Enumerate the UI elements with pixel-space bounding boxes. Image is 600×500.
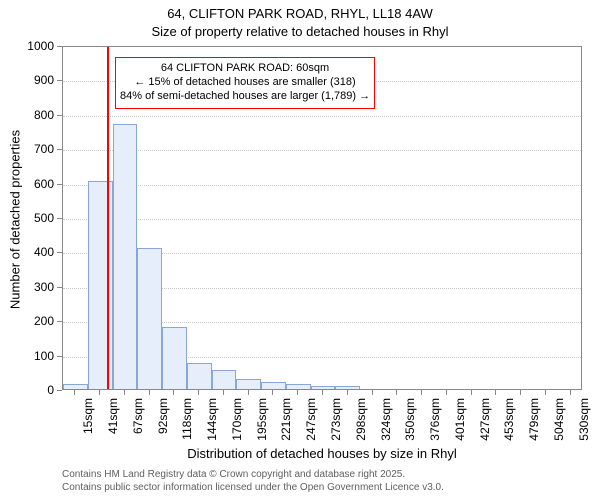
x-tick-label: 479sqm bbox=[527, 398, 541, 458]
y-tick-mark bbox=[57, 390, 62, 391]
x-tick-mark bbox=[520, 390, 521, 395]
x-tick-mark bbox=[198, 390, 199, 395]
histogram-bar bbox=[113, 124, 138, 389]
histogram-bar bbox=[311, 386, 336, 389]
histogram-bar bbox=[236, 379, 261, 389]
annotation-box: 64 CLIFTON PARK ROAD: 60sqm← 15% of deta… bbox=[115, 57, 375, 108]
y-tick-label: 500 bbox=[14, 211, 54, 225]
x-tick-mark bbox=[396, 390, 397, 395]
x-tick-mark bbox=[272, 390, 273, 395]
y-tick-mark bbox=[57, 287, 62, 288]
histogram-bar bbox=[261, 382, 286, 389]
histogram-bar bbox=[137, 248, 162, 389]
histogram-bar bbox=[162, 327, 187, 389]
y-tick-label: 800 bbox=[14, 108, 54, 122]
x-tick-mark bbox=[372, 390, 373, 395]
gridline bbox=[63, 150, 581, 151]
x-tick-mark bbox=[297, 390, 298, 395]
y-tick-mark bbox=[57, 321, 62, 322]
x-tick-label: 530sqm bbox=[577, 398, 591, 458]
y-tick-mark bbox=[57, 218, 62, 219]
x-tick-mark bbox=[421, 390, 422, 395]
x-tick-mark bbox=[149, 390, 150, 395]
annotation-line: 84% of semi-detached houses are larger (… bbox=[120, 90, 370, 104]
y-tick-label: 200 bbox=[14, 314, 54, 328]
x-tick-mark bbox=[545, 390, 546, 395]
x-tick-mark bbox=[347, 390, 348, 395]
y-tick-label: 600 bbox=[14, 177, 54, 191]
x-tick-label: 221sqm bbox=[279, 398, 293, 458]
x-tick-mark bbox=[74, 390, 75, 395]
chart-title: 64, CLIFTON PARK ROAD, RHYL, LL18 4AW bbox=[0, 6, 600, 21]
y-tick-mark bbox=[57, 46, 62, 47]
y-tick-label: 300 bbox=[14, 280, 54, 294]
footnote-line: Contains public sector information licen… bbox=[62, 481, 444, 494]
y-tick-mark bbox=[57, 184, 62, 185]
x-tick-label: 427sqm bbox=[478, 398, 492, 458]
y-tick-label: 0 bbox=[14, 383, 54, 397]
x-tick-label: 401sqm bbox=[453, 398, 467, 458]
chart-container: { "title": "64, CLIFTON PARK ROAD, RHYL,… bbox=[0, 0, 600, 500]
x-tick-mark bbox=[570, 390, 571, 395]
y-tick-mark bbox=[57, 252, 62, 253]
x-tick-mark bbox=[99, 390, 100, 395]
gridline bbox=[63, 185, 581, 186]
x-tick-label: 118sqm bbox=[180, 398, 194, 458]
y-tick-mark bbox=[57, 356, 62, 357]
chart-subtitle: Size of property relative to detached ho… bbox=[0, 24, 600, 39]
y-tick-label: 400 bbox=[14, 245, 54, 259]
x-tick-label: 41sqm bbox=[106, 398, 120, 458]
x-tick-label: 170sqm bbox=[230, 398, 244, 458]
x-tick-mark bbox=[223, 390, 224, 395]
x-tick-label: 15sqm bbox=[81, 398, 95, 458]
histogram-bar bbox=[187, 363, 212, 389]
x-tick-mark bbox=[248, 390, 249, 395]
x-tick-label: 324sqm bbox=[379, 398, 393, 458]
x-tick-label: 376sqm bbox=[428, 398, 442, 458]
histogram-bar bbox=[63, 384, 88, 389]
x-tick-mark bbox=[173, 390, 174, 395]
annotation-line: 64 CLIFTON PARK ROAD: 60sqm bbox=[120, 62, 370, 76]
x-tick-label: 195sqm bbox=[255, 398, 269, 458]
y-tick-label: 1000 bbox=[14, 39, 54, 53]
y-tick-label: 100 bbox=[14, 349, 54, 363]
histogram-bar bbox=[286, 384, 311, 389]
gridline bbox=[63, 219, 581, 220]
x-tick-mark bbox=[471, 390, 472, 395]
x-tick-label: 504sqm bbox=[552, 398, 566, 458]
footnote-line: Contains HM Land Registry data © Crown c… bbox=[62, 468, 444, 481]
annotation-line: ← 15% of detached houses are smaller (31… bbox=[120, 76, 370, 90]
plot-area: 64 CLIFTON PARK ROAD: 60sqm← 15% of deta… bbox=[62, 46, 582, 390]
y-tick-mark bbox=[57, 149, 62, 150]
histogram-bar bbox=[335, 386, 360, 389]
x-tick-label: 144sqm bbox=[205, 398, 219, 458]
x-tick-mark bbox=[446, 390, 447, 395]
y-tick-mark bbox=[57, 115, 62, 116]
x-tick-label: 350sqm bbox=[403, 398, 417, 458]
x-tick-mark bbox=[322, 390, 323, 395]
x-tick-label: 453sqm bbox=[502, 398, 516, 458]
x-tick-label: 273sqm bbox=[329, 398, 343, 458]
y-tick-label: 700 bbox=[14, 142, 54, 156]
x-tick-mark bbox=[124, 390, 125, 395]
histogram-bar bbox=[212, 370, 237, 389]
x-tick-label: 298sqm bbox=[354, 398, 368, 458]
x-tick-label: 247sqm bbox=[304, 398, 318, 458]
gridline bbox=[63, 116, 581, 117]
x-tick-mark bbox=[495, 390, 496, 395]
property-marker-line bbox=[107, 47, 109, 389]
x-tick-label: 67sqm bbox=[131, 398, 145, 458]
y-tick-label: 900 bbox=[14, 73, 54, 87]
x-tick-label: 92sqm bbox=[156, 398, 170, 458]
y-tick-mark bbox=[57, 80, 62, 81]
footnote: Contains HM Land Registry data © Crown c… bbox=[62, 468, 444, 494]
